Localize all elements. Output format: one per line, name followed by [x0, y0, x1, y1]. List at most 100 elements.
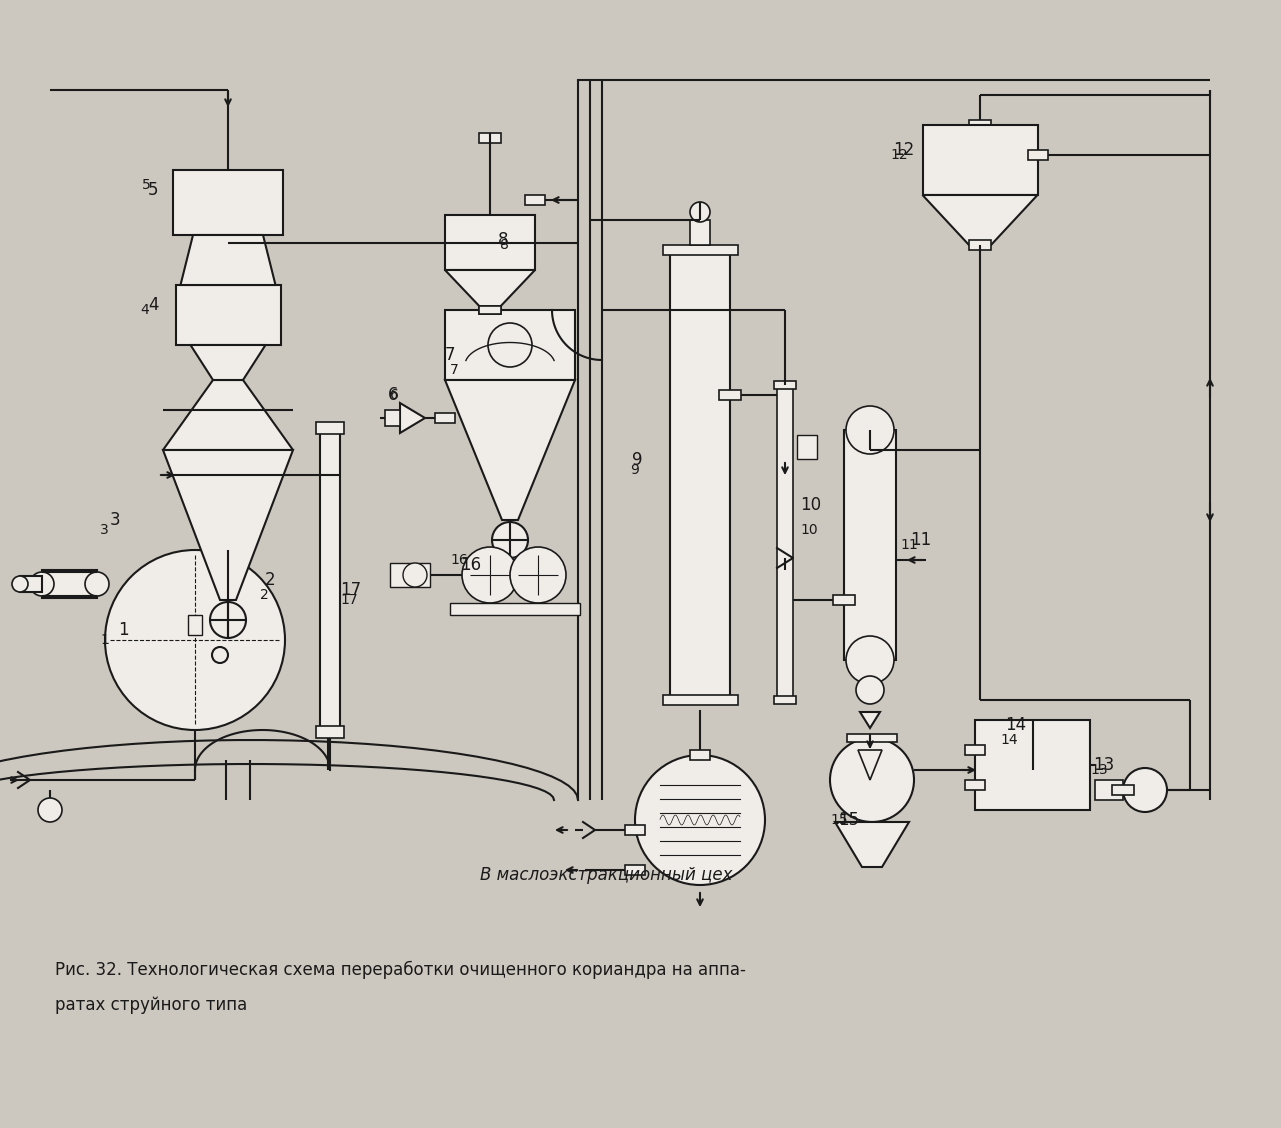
Polygon shape: [181, 235, 275, 285]
Text: 7: 7: [450, 363, 459, 377]
Text: ратах струйного типа: ратах струйного типа: [55, 996, 247, 1014]
Bar: [690, 750, 710, 760]
Bar: [450, 603, 580, 615]
Bar: [797, 435, 817, 459]
Text: 17: 17: [339, 581, 361, 599]
Text: 2: 2: [265, 571, 275, 589]
Text: 6: 6: [388, 386, 398, 404]
Bar: [968, 240, 991, 250]
Text: 5: 5: [142, 178, 151, 192]
Polygon shape: [400, 403, 425, 433]
Bar: [975, 720, 1090, 810]
Bar: [445, 215, 535, 270]
Bar: [847, 734, 897, 742]
Circle shape: [492, 522, 528, 558]
Circle shape: [12, 576, 28, 592]
Polygon shape: [191, 345, 265, 380]
Bar: [386, 409, 400, 426]
Bar: [833, 594, 854, 605]
Text: 3: 3: [110, 511, 120, 529]
Polygon shape: [163, 450, 293, 600]
Bar: [436, 413, 455, 423]
Bar: [316, 422, 345, 434]
Text: 11: 11: [901, 538, 917, 552]
Bar: [1095, 779, 1123, 800]
Bar: [525, 195, 544, 205]
Text: 10: 10: [801, 496, 821, 514]
Bar: [445, 310, 575, 380]
Bar: [844, 430, 895, 660]
Bar: [188, 615, 202, 635]
Text: 14: 14: [1000, 733, 1017, 747]
Circle shape: [856, 676, 884, 704]
Circle shape: [29, 572, 54, 596]
Bar: [316, 726, 345, 738]
Circle shape: [1123, 768, 1167, 812]
Text: 15: 15: [838, 811, 860, 829]
Circle shape: [690, 202, 710, 222]
Bar: [664, 695, 738, 705]
Circle shape: [38, 797, 61, 822]
Bar: [968, 120, 991, 130]
Text: 15: 15: [830, 813, 848, 827]
Bar: [664, 245, 738, 255]
Circle shape: [462, 547, 518, 603]
Text: 16: 16: [450, 553, 468, 567]
Circle shape: [510, 547, 566, 603]
Bar: [479, 306, 501, 314]
Circle shape: [210, 602, 246, 638]
Text: 9: 9: [630, 462, 639, 477]
Polygon shape: [163, 380, 293, 450]
Text: 3: 3: [100, 523, 109, 537]
Bar: [625, 825, 646, 835]
Text: 1: 1: [118, 622, 128, 638]
Bar: [479, 133, 501, 143]
Bar: [20, 576, 42, 592]
Bar: [778, 385, 793, 700]
Circle shape: [85, 572, 109, 596]
Text: 16: 16: [460, 556, 482, 574]
Bar: [774, 696, 796, 704]
Text: 10: 10: [801, 523, 817, 537]
Polygon shape: [922, 195, 1038, 245]
Circle shape: [830, 738, 915, 822]
Text: Рис. 32. Технологическая схема переработки очищенного кориандра на аппа-: Рис. 32. Технологическая схема переработ…: [55, 961, 746, 979]
Bar: [625, 865, 646, 875]
Text: 12: 12: [893, 141, 915, 159]
Circle shape: [845, 406, 894, 453]
Bar: [173, 170, 283, 235]
Bar: [965, 744, 985, 755]
Bar: [965, 779, 985, 790]
Polygon shape: [445, 380, 575, 520]
Circle shape: [845, 636, 894, 684]
Text: 8: 8: [500, 238, 509, 252]
Text: 8: 8: [498, 231, 509, 249]
Polygon shape: [835, 822, 910, 867]
Text: 5: 5: [149, 180, 159, 199]
Circle shape: [105, 550, 284, 730]
Text: 13: 13: [1093, 756, 1114, 774]
Bar: [922, 125, 1038, 195]
Polygon shape: [445, 270, 535, 310]
Polygon shape: [860, 712, 880, 728]
Text: 2: 2: [260, 588, 269, 602]
Bar: [1112, 785, 1134, 795]
Circle shape: [488, 323, 532, 367]
Text: 17: 17: [339, 593, 357, 607]
Text: 13: 13: [1090, 763, 1108, 777]
Bar: [42, 570, 97, 598]
Text: В маслоэкстракционный цех: В маслоэкстракционный цех: [480, 866, 733, 884]
Circle shape: [211, 647, 228, 663]
Text: 9: 9: [632, 451, 643, 469]
Text: 1: 1: [100, 633, 109, 647]
Text: 7: 7: [445, 346, 456, 364]
Text: 4: 4: [140, 303, 149, 317]
Text: 14: 14: [1006, 716, 1026, 734]
Bar: [690, 220, 710, 245]
Circle shape: [404, 563, 427, 587]
Bar: [670, 250, 730, 700]
Text: 6: 6: [389, 388, 398, 402]
Polygon shape: [858, 750, 883, 779]
Text: 12: 12: [890, 148, 908, 162]
Bar: [719, 390, 740, 400]
